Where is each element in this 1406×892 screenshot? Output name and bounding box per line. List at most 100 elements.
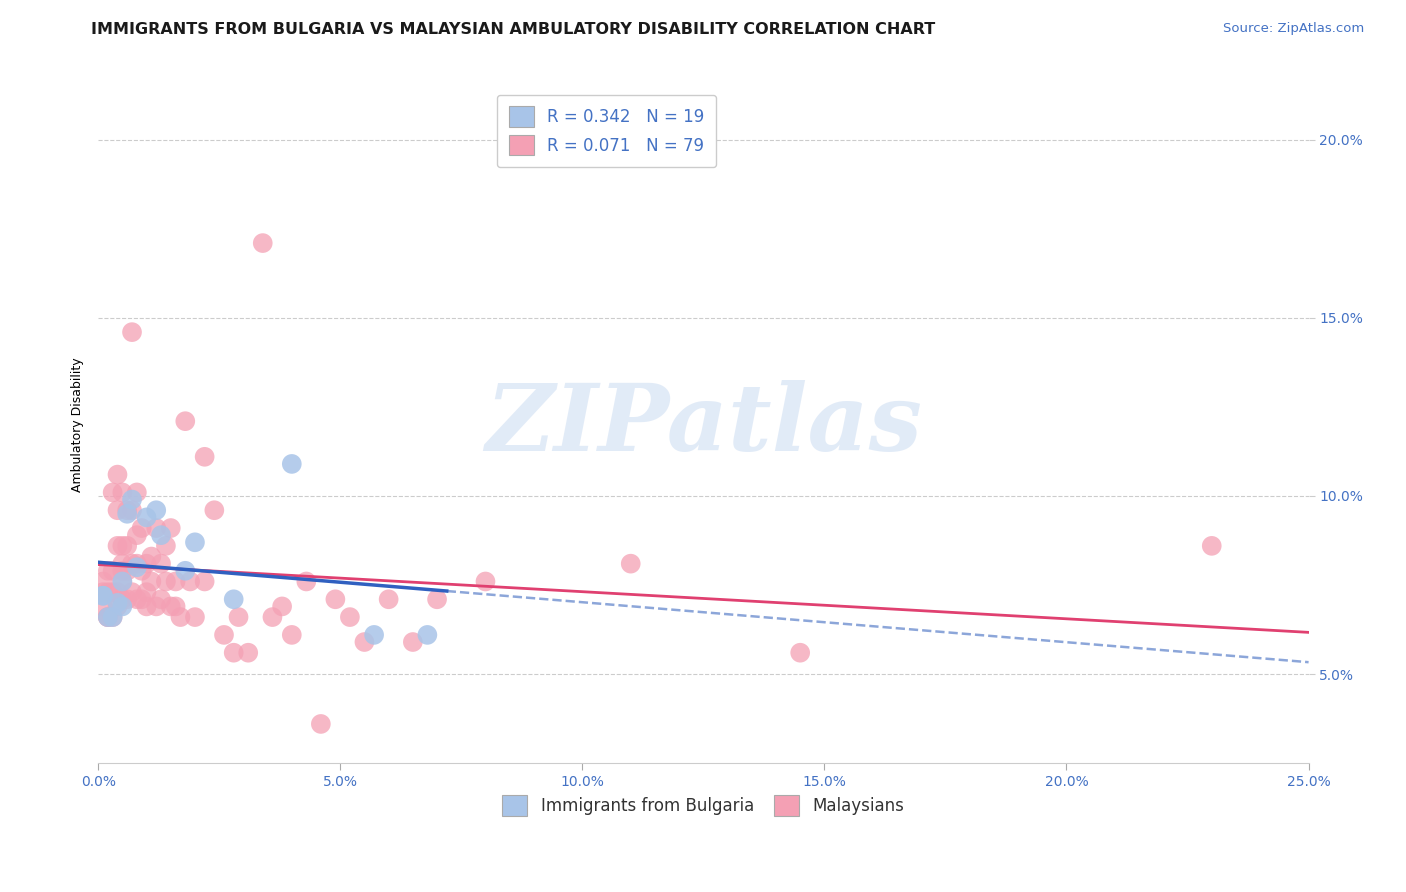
- Point: [194, 450, 217, 464]
- Point: [115, 592, 138, 607]
- Text: Source: ZipAtlas.com: Source: ZipAtlas.com: [1223, 22, 1364, 36]
- Point: [150, 557, 173, 571]
- Text: ZIPatlas: ZIPatlas: [485, 380, 922, 470]
- Point: [135, 557, 157, 571]
- Point: [252, 236, 274, 251]
- Point: [281, 628, 304, 642]
- Point: [174, 564, 197, 578]
- Point: [141, 574, 163, 589]
- Point: [184, 535, 207, 549]
- Point: [115, 539, 138, 553]
- Point: [179, 574, 201, 589]
- Point: [194, 574, 217, 589]
- Point: [474, 574, 496, 589]
- Point: [159, 599, 181, 614]
- Point: [238, 646, 260, 660]
- Point: [145, 521, 167, 535]
- Point: [402, 635, 425, 649]
- Point: [125, 592, 148, 607]
- Point: [91, 599, 114, 614]
- Point: [789, 646, 811, 660]
- Point: [1201, 539, 1223, 553]
- Point: [150, 528, 173, 542]
- Point: [228, 610, 250, 624]
- Point: [97, 564, 120, 578]
- Point: [620, 557, 643, 571]
- Point: [115, 564, 138, 578]
- Point: [97, 585, 120, 599]
- Point: [165, 599, 187, 614]
- Point: [141, 549, 163, 564]
- Point: [131, 521, 153, 535]
- Point: [107, 503, 129, 517]
- Point: [121, 557, 143, 571]
- Point: [295, 574, 318, 589]
- Point: [111, 592, 134, 607]
- Point: [125, 560, 148, 574]
- Point: [97, 610, 120, 624]
- Point: [150, 592, 173, 607]
- Point: [111, 485, 134, 500]
- Point: [135, 599, 157, 614]
- Point: [271, 599, 294, 614]
- Point: [222, 646, 245, 660]
- Point: [125, 485, 148, 500]
- Point: [91, 585, 114, 599]
- Point: [131, 564, 153, 578]
- Point: [101, 610, 124, 624]
- Point: [426, 592, 449, 607]
- Point: [184, 610, 207, 624]
- Point: [111, 564, 134, 578]
- Point: [101, 564, 124, 578]
- Point: [107, 596, 129, 610]
- Point: [91, 589, 114, 603]
- Y-axis label: Ambulatory Disability: Ambulatory Disability: [72, 358, 84, 492]
- Point: [169, 610, 191, 624]
- Point: [174, 414, 197, 428]
- Point: [281, 457, 304, 471]
- Point: [125, 528, 148, 542]
- Point: [339, 610, 361, 624]
- Point: [222, 592, 245, 607]
- Point: [121, 585, 143, 599]
- Point: [212, 628, 235, 642]
- Point: [115, 507, 138, 521]
- Legend: Immigrants from Bulgaria, Malaysians: Immigrants from Bulgaria, Malaysians: [496, 789, 911, 822]
- Point: [131, 592, 153, 607]
- Point: [125, 557, 148, 571]
- Point: [135, 510, 157, 524]
- Point: [101, 485, 124, 500]
- Point: [159, 521, 181, 535]
- Point: [165, 574, 187, 589]
- Point: [111, 574, 134, 589]
- Point: [416, 628, 439, 642]
- Point: [91, 589, 114, 603]
- Point: [107, 467, 129, 482]
- Point: [111, 599, 134, 614]
- Point: [107, 585, 129, 599]
- Point: [111, 557, 134, 571]
- Point: [309, 717, 332, 731]
- Point: [145, 599, 167, 614]
- Point: [135, 585, 157, 599]
- Point: [325, 592, 347, 607]
- Point: [202, 503, 225, 517]
- Point: [107, 539, 129, 553]
- Point: [101, 610, 124, 624]
- Point: [262, 610, 284, 624]
- Point: [97, 610, 120, 624]
- Point: [115, 503, 138, 517]
- Text: IMMIGRANTS FROM BULGARIA VS MALAYSIAN AMBULATORY DISABILITY CORRELATION CHART: IMMIGRANTS FROM BULGARIA VS MALAYSIAN AM…: [91, 22, 935, 37]
- Point: [111, 574, 134, 589]
- Point: [155, 539, 177, 553]
- Point: [91, 574, 114, 589]
- Point: [145, 503, 167, 517]
- Point: [353, 635, 375, 649]
- Point: [121, 325, 143, 339]
- Point: [363, 628, 385, 642]
- Point: [121, 492, 143, 507]
- Point: [155, 574, 177, 589]
- Point: [121, 503, 143, 517]
- Point: [111, 539, 134, 553]
- Point: [107, 599, 129, 614]
